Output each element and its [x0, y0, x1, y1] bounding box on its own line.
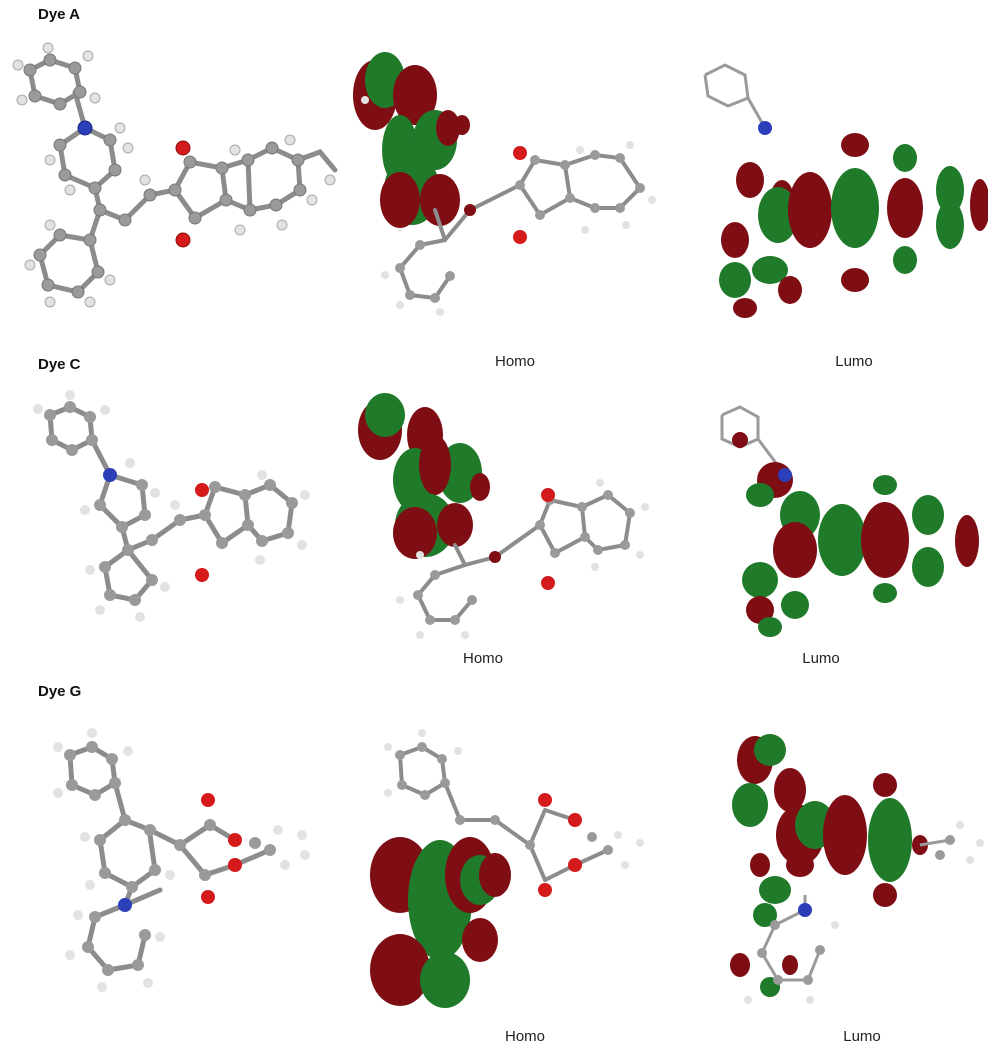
dye-g-homo-label: Homo	[504, 1028, 546, 1045]
dye-c-lumo-orbital	[720, 405, 979, 637]
dye-g-homo-orbital	[370, 729, 644, 1008]
dye-g-lumo-label: Lumo	[843, 1028, 881, 1045]
dye-c-structure	[33, 390, 310, 622]
dye-c-homo-orbital	[358, 393, 649, 639]
dye-g-label: Dye G	[38, 683, 82, 700]
dye-g-structure	[53, 728, 310, 992]
dye-a-structure	[12, 42, 338, 308]
dye-g-lumo-orbital	[730, 734, 984, 1004]
dye-c-label: Dye C	[38, 356, 81, 373]
dye-a-homo-label: Homo	[494, 353, 536, 370]
dye-c-lumo-label: Lumo	[802, 650, 840, 667]
dye-c-homo-label: Homo	[462, 650, 504, 667]
dye-a-homo-orbital	[353, 52, 656, 316]
dye-a-lumo-orbital	[703, 63, 988, 318]
dye-a-lumo-label: Lumo	[835, 353, 873, 370]
dye-a-label: Dye A	[38, 6, 80, 23]
